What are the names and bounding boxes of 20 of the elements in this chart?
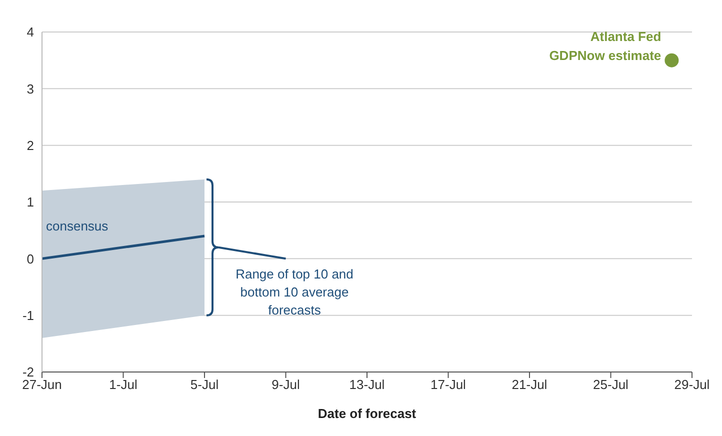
x-tick-label: 5-Jul [190,377,219,392]
y-tick-label: 3 [26,81,34,96]
y-tick-label: 1 [26,194,34,210]
x-tick-label: 21-Jul [512,377,548,392]
x-tick-label: 25-Jul [593,377,629,392]
x-tick-label: 1-Jul [109,377,138,392]
y-tick-label: 0 [26,251,34,266]
x-tick-label: 9-Jul [272,377,300,392]
series-label: consensus [46,218,109,234]
x-tick-label: 27-Jun [22,377,62,392]
y-tick-label: 4 [26,24,34,40]
x-axis-title: Date of forecast [318,406,417,421]
x-tick-label: 29-Jul [674,377,710,392]
x-tick-label: 13-Jul [349,377,385,392]
annotation: Range of top 10 and bottom 10 average forecasts [236,266,354,318]
y-tick-label: -2 [22,364,34,380]
x-tick-label: 17-Jul [430,377,466,392]
y-tick-label: 2 [26,138,34,153]
series-label: Atlanta Fed GDPNow estimate [549,28,662,63]
y-tick-label: -1 [22,308,34,323]
